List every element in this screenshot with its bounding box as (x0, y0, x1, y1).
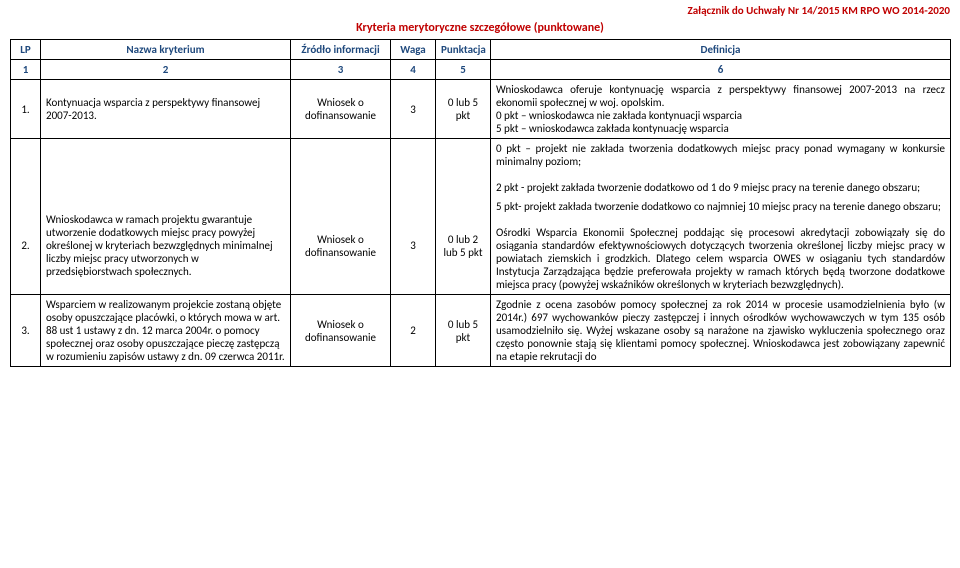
cell-definition-top: 0 pkt – projekt nie zakłada tworzenia do… (491, 139, 951, 198)
cell-source: Wniosek o dofinansowanie (291, 80, 391, 139)
numrow-1: 1 (11, 60, 41, 80)
cell-source: Wniosek o dofinansowanie (291, 295, 391, 367)
criteria-table: LP Nazwa kryterium Źródło informacji Wag… (10, 39, 951, 367)
attachment-header: Załącznik do Uchwały Nr 14/2015 KM RPO W… (0, 0, 960, 19)
th-def: Definicja (491, 40, 951, 60)
table-row: 1. Kontynuacja wsparcia z perspektywy fi… (11, 80, 951, 139)
numrow-2: 2 (41, 60, 291, 80)
th-source: Źródło informacji (291, 40, 391, 60)
cell-points: 0 lub 2 lub 5 pkt (436, 197, 491, 295)
table-row: 2. Wnioskodawca w ramach projektu gwaran… (11, 197, 951, 295)
cell-points: 0 lub 5 pkt (436, 295, 491, 367)
cell-weight: 3 (391, 197, 436, 295)
cell-definition: 5 pkt- projekt zakłada tworzenie dodatko… (491, 197, 951, 295)
numrow-4: 4 (391, 60, 436, 80)
cell-weight: 3 (391, 80, 436, 139)
table-row: 0 pkt – projekt nie zakłada tworzenia do… (11, 139, 951, 198)
cell-definition: Wnioskodawca oferuje kontynuację wsparci… (491, 80, 951, 139)
th-weight: Waga (391, 40, 436, 60)
cell-points: 0 lub 5 pkt (436, 80, 491, 139)
th-points: Punktacja (436, 40, 491, 60)
header-row: LP Nazwa kryterium Źródło informacji Wag… (11, 40, 951, 60)
table-row: 3. Wsparciem w realizowanym projekcie zo… (11, 295, 951, 367)
cell-lp: 1. (11, 80, 41, 139)
numrow-5: 5 (436, 60, 491, 80)
numrow-6: 6 (491, 60, 951, 80)
cell-points-empty (436, 139, 491, 198)
cell-criterion: Wsparciem w realizowanym projekcie zosta… (41, 295, 291, 367)
cell-criterion: Wnioskodawca w ramach projektu gwarantuj… (41, 197, 291, 295)
cell-criterion-empty (41, 139, 291, 198)
number-row: 1 2 3 4 5 6 (11, 60, 951, 80)
cell-definition: Zgodnie z ocena zasobów pomocy społeczne… (491, 295, 951, 367)
cell-weight-empty (391, 139, 436, 198)
cell-source: Wniosek o dofinansowanie (291, 197, 391, 295)
cell-lp: 2. (11, 197, 41, 295)
th-lp: LP (11, 40, 41, 60)
cell-criterion: Kontynuacja wsparcia z perspektywy finan… (41, 80, 291, 139)
cell-lp: 3. (11, 295, 41, 367)
cell-lp-empty (11, 139, 41, 198)
th-name: Nazwa kryterium (41, 40, 291, 60)
table-title: Kryteria merytoryczne szczegółowe (punkt… (0, 19, 960, 39)
cell-source-empty (291, 139, 391, 198)
cell-weight: 2 (391, 295, 436, 367)
numrow-3: 3 (291, 60, 391, 80)
